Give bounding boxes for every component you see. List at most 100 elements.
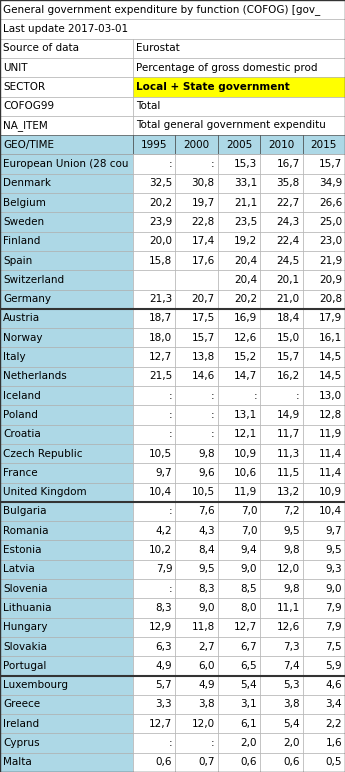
Bar bbox=[175, 695, 218, 714]
Bar bbox=[133, 733, 175, 753]
Bar bbox=[218, 637, 260, 656]
Bar bbox=[0, 463, 133, 482]
Text: 5,7: 5,7 bbox=[156, 680, 172, 690]
Text: 22,8: 22,8 bbox=[191, 217, 215, 227]
Text: 12,9: 12,9 bbox=[149, 622, 172, 632]
Bar bbox=[0, 733, 133, 753]
Text: 10,6: 10,6 bbox=[234, 468, 257, 478]
Text: 9,7: 9,7 bbox=[325, 526, 342, 536]
Text: Finland: Finland bbox=[3, 236, 40, 246]
Bar bbox=[0, 58, 133, 77]
Bar bbox=[218, 656, 260, 676]
Text: 9,8: 9,8 bbox=[283, 545, 299, 555]
Bar bbox=[133, 463, 175, 482]
Text: 12,1: 12,1 bbox=[234, 429, 257, 439]
Text: 8,4: 8,4 bbox=[198, 545, 215, 555]
Bar bbox=[133, 39, 345, 58]
Bar bbox=[303, 733, 345, 753]
Bar bbox=[175, 579, 218, 598]
Bar bbox=[175, 309, 218, 328]
Bar bbox=[133, 290, 175, 309]
Text: 13,2: 13,2 bbox=[276, 487, 299, 497]
Text: 34,9: 34,9 bbox=[319, 178, 342, 188]
Text: 18,4: 18,4 bbox=[276, 313, 299, 323]
Bar bbox=[303, 656, 345, 676]
Bar bbox=[0, 425, 133, 444]
Text: 0,6: 0,6 bbox=[283, 757, 299, 767]
Text: 7,6: 7,6 bbox=[198, 506, 215, 516]
Text: 30,8: 30,8 bbox=[191, 178, 215, 188]
Bar bbox=[133, 96, 345, 116]
Text: 19,7: 19,7 bbox=[191, 198, 215, 208]
Bar bbox=[260, 579, 303, 598]
Text: Malta: Malta bbox=[3, 757, 32, 767]
Text: Netherlands: Netherlands bbox=[3, 371, 67, 381]
Text: 10,4: 10,4 bbox=[319, 506, 342, 516]
Text: 12,6: 12,6 bbox=[234, 333, 257, 343]
Bar bbox=[260, 270, 303, 290]
Bar bbox=[175, 193, 218, 212]
Bar bbox=[175, 270, 218, 290]
Text: Croatia: Croatia bbox=[3, 429, 41, 439]
Bar bbox=[303, 290, 345, 309]
Bar bbox=[303, 405, 345, 425]
Text: 14,6: 14,6 bbox=[191, 371, 215, 381]
Text: Local + State government: Local + State government bbox=[136, 82, 289, 92]
Text: 6,5: 6,5 bbox=[240, 661, 257, 671]
Text: 21,1: 21,1 bbox=[234, 198, 257, 208]
Bar bbox=[218, 676, 260, 695]
Text: 35,8: 35,8 bbox=[276, 178, 299, 188]
Text: 26,6: 26,6 bbox=[319, 198, 342, 208]
Bar bbox=[303, 463, 345, 482]
Bar bbox=[303, 232, 345, 251]
Bar bbox=[175, 135, 218, 154]
Text: 12,0: 12,0 bbox=[191, 719, 215, 729]
Bar bbox=[218, 193, 260, 212]
Bar bbox=[133, 521, 175, 540]
Bar bbox=[0, 598, 133, 618]
Bar bbox=[218, 425, 260, 444]
Text: :: : bbox=[169, 159, 172, 169]
Text: 12,6: 12,6 bbox=[276, 622, 299, 632]
Bar bbox=[0, 521, 133, 540]
Bar bbox=[218, 232, 260, 251]
Text: 3,8: 3,8 bbox=[283, 699, 299, 709]
Bar bbox=[260, 232, 303, 251]
Text: Total: Total bbox=[136, 101, 160, 111]
Bar bbox=[0, 116, 133, 135]
Text: 10,2: 10,2 bbox=[149, 545, 172, 555]
Bar bbox=[0, 656, 133, 676]
Bar bbox=[303, 676, 345, 695]
Text: 11,5: 11,5 bbox=[276, 468, 299, 478]
Bar bbox=[133, 540, 175, 560]
Bar bbox=[0, 502, 133, 521]
Text: 7,0: 7,0 bbox=[240, 506, 257, 516]
Bar bbox=[133, 77, 345, 96]
Text: 11,4: 11,4 bbox=[319, 468, 342, 478]
Text: 0,6: 0,6 bbox=[156, 757, 172, 767]
Text: 1995: 1995 bbox=[141, 140, 167, 150]
Text: 0,7: 0,7 bbox=[198, 757, 215, 767]
Text: 7,4: 7,4 bbox=[283, 661, 299, 671]
Text: 12,7: 12,7 bbox=[149, 352, 172, 362]
Text: Poland: Poland bbox=[3, 410, 38, 420]
Bar bbox=[303, 174, 345, 193]
Bar bbox=[303, 714, 345, 733]
Text: 20,7: 20,7 bbox=[191, 294, 215, 304]
Bar bbox=[175, 618, 218, 637]
Bar bbox=[260, 251, 303, 270]
Text: 33,1: 33,1 bbox=[234, 178, 257, 188]
Text: 9,3: 9,3 bbox=[325, 564, 342, 574]
Bar bbox=[133, 753, 175, 772]
Text: Slovakia: Slovakia bbox=[3, 642, 47, 652]
Bar bbox=[260, 154, 303, 174]
Bar bbox=[0, 579, 133, 598]
Bar bbox=[260, 733, 303, 753]
Bar bbox=[303, 386, 345, 405]
Bar bbox=[218, 386, 260, 405]
Bar bbox=[175, 212, 218, 232]
Bar bbox=[303, 425, 345, 444]
Bar bbox=[0, 212, 133, 232]
Bar bbox=[133, 270, 175, 290]
Text: Hungary: Hungary bbox=[3, 622, 48, 632]
